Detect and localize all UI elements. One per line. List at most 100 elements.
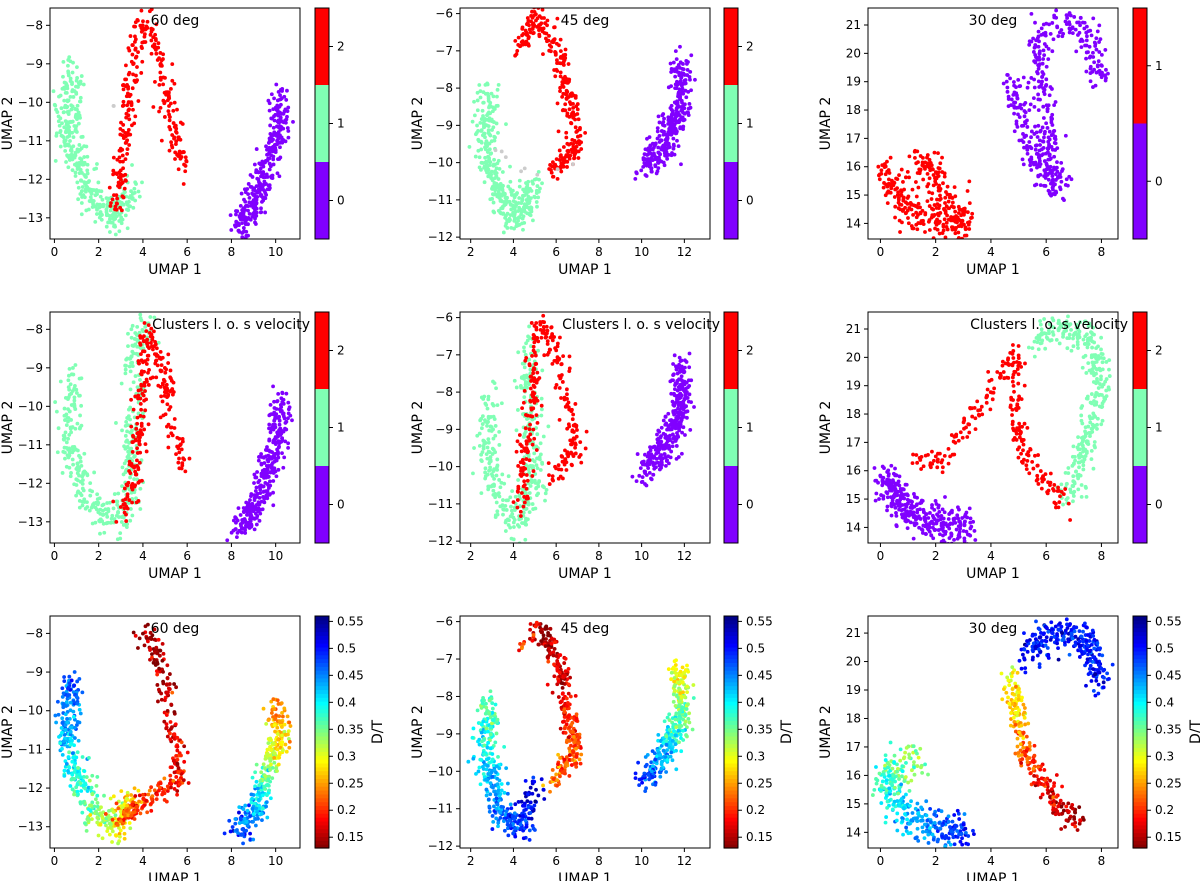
series-cluster-1	[467, 81, 544, 235]
data-point	[1050, 49, 1055, 54]
data-point	[687, 384, 692, 388]
data-point	[671, 142, 676, 147]
y-tick-label: 20	[846, 46, 861, 60]
data-point	[508, 495, 513, 500]
x-tick-label: 8	[228, 245, 236, 259]
data-point	[526, 467, 531, 472]
data-point	[125, 522, 130, 527]
data-point	[1084, 50, 1089, 55]
data-point	[170, 78, 175, 83]
series-noise	[493, 148, 575, 177]
y-tick-label: −10	[18, 399, 43, 413]
data-point	[956, 230, 961, 235]
data-point	[911, 212, 915, 217]
data-point	[480, 426, 484, 431]
data-point	[475, 98, 480, 103]
data-point	[78, 413, 82, 418]
data-point	[134, 333, 139, 337]
data-point	[142, 383, 147, 388]
data-point	[79, 161, 84, 166]
data-point	[548, 163, 553, 167]
data-point	[130, 487, 135, 492]
data-point	[677, 113, 682, 117]
data-point	[906, 194, 911, 199]
data-point	[72, 89, 77, 94]
data-point	[1054, 189, 1058, 194]
data-point	[940, 231, 945, 235]
x-tick-label: 0	[51, 245, 59, 259]
data-point	[544, 324, 549, 329]
data-point	[180, 122, 185, 126]
data-point	[79, 493, 84, 498]
data-point	[919, 219, 924, 223]
data-point	[475, 123, 479, 128]
x-tick-label: 10	[634, 549, 649, 563]
data-point	[524, 439, 529, 444]
data-point	[276, 392, 281, 396]
y-tick-label: −11	[18, 134, 43, 148]
data-point	[951, 218, 955, 223]
data-point	[1023, 100, 1028, 105]
data-point	[273, 422, 277, 427]
data-point	[135, 446, 139, 451]
data-point	[656, 114, 661, 119]
x-tick-label: 12	[677, 245, 692, 259]
data-point	[118, 531, 123, 536]
data-point	[1051, 37, 1056, 42]
data-point	[665, 439, 670, 444]
data-point	[521, 435, 526, 439]
data-point	[527, 470, 531, 475]
data-point	[1034, 182, 1039, 187]
data-point	[467, 145, 472, 149]
data-point	[151, 105, 156, 109]
data-point	[572, 147, 577, 152]
data-point	[284, 98, 289, 102]
data-point	[526, 502, 531, 507]
data-point	[526, 454, 531, 459]
data-point	[269, 449, 273, 454]
data-point	[1020, 123, 1024, 128]
data-point	[1092, 60, 1097, 65]
data-point	[927, 163, 932, 168]
data-point	[564, 96, 569, 101]
data-point	[1056, 34, 1061, 39]
data-point	[1012, 129, 1017, 134]
data-point	[263, 159, 268, 163]
data-point	[956, 211, 961, 215]
data-point	[63, 430, 68, 435]
data-point	[910, 187, 915, 192]
data-point	[1051, 180, 1055, 185]
data-point	[1040, 79, 1044, 84]
data-point	[513, 53, 518, 58]
data-point	[109, 201, 113, 205]
data-point	[567, 354, 572, 359]
data-point	[78, 167, 83, 172]
series-cluster-0	[228, 82, 295, 239]
data-point	[259, 499, 264, 504]
data-point	[159, 369, 163, 374]
data-point	[61, 60, 66, 64]
data-point	[259, 455, 264, 459]
y-tick-label: −9	[25, 361, 43, 375]
data-point	[265, 448, 270, 453]
data-point	[565, 450, 570, 455]
data-point	[685, 68, 690, 72]
colorbar-tick-label: 1	[1155, 59, 1163, 73]
x-axis-label: UMAP 1	[558, 566, 612, 582]
data-point	[178, 137, 183, 142]
data-point	[678, 367, 683, 372]
data-point	[286, 400, 291, 405]
data-point	[657, 134, 662, 138]
data-point	[118, 536, 123, 541]
data-point	[1031, 36, 1035, 41]
data-point	[1085, 34, 1089, 39]
data-point	[1027, 140, 1032, 144]
data-point	[129, 100, 134, 105]
data-point	[137, 442, 142, 447]
data-point	[278, 145, 282, 150]
data-point	[1047, 153, 1052, 158]
data-point	[680, 386, 684, 391]
data-point	[139, 8, 144, 13]
data-point	[561, 53, 566, 58]
data-point	[1052, 154, 1057, 159]
